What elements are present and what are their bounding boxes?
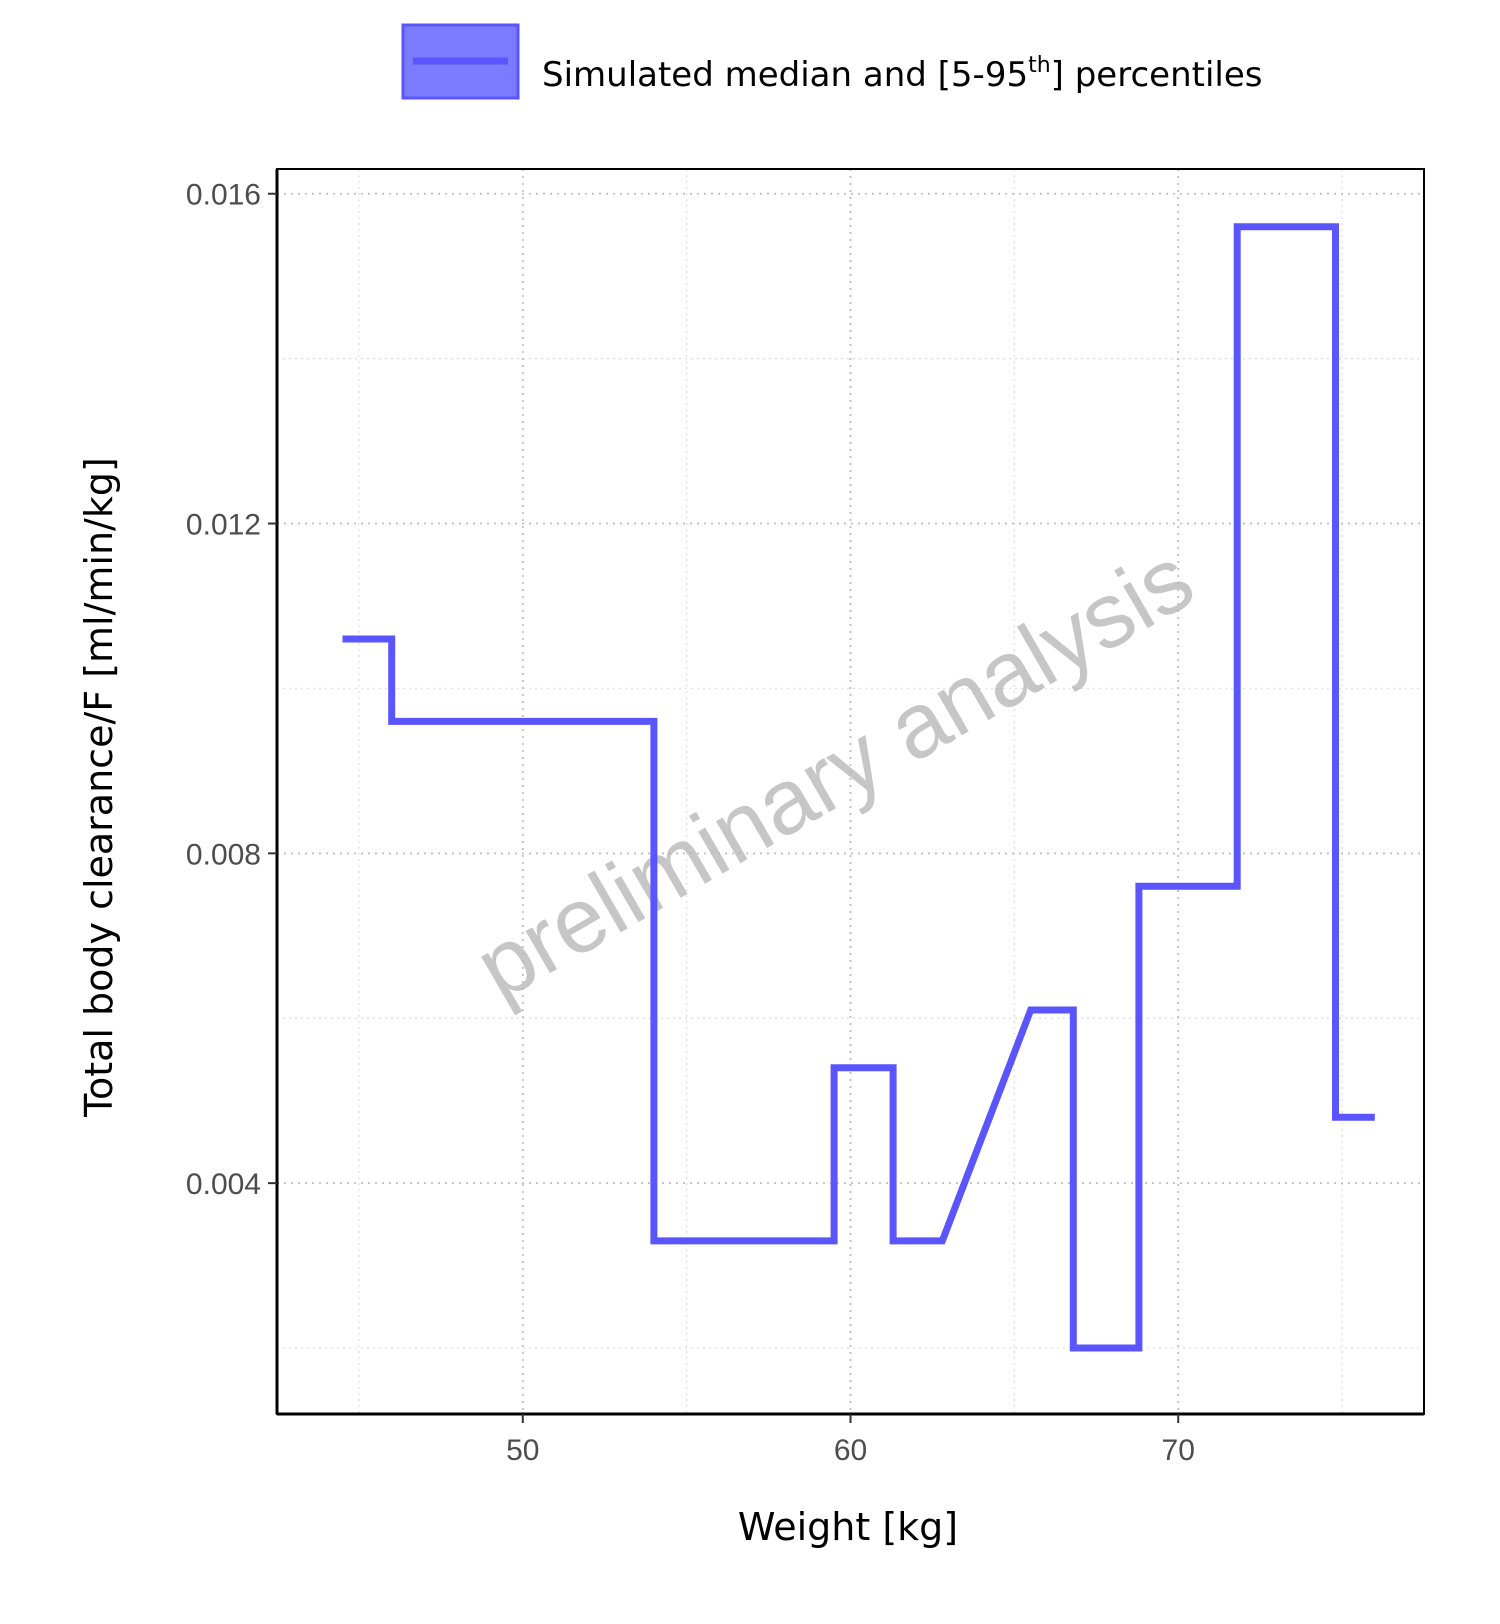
- y-axis-title: Total body clearance/F [ml/min/kg]: [77, 457, 121, 1118]
- y-tick-label: 0.016: [186, 179, 261, 212]
- grid: [277, 169, 1424, 1414]
- x-tick-label: 50: [506, 1434, 539, 1467]
- y-tick-label: 0.008: [186, 838, 261, 871]
- y-tick-label: 0.004: [186, 1168, 261, 1201]
- x-axis-title: Weight [kg]: [738, 1505, 958, 1549]
- series-line: [342, 223, 1375, 1352]
- y-tick-label: 0.012: [186, 509, 261, 542]
- watermark: preliminary analysis: [459, 527, 1210, 1019]
- axes: 50 60 70 0.004 0.008 0.012 0.016: [186, 168, 1425, 1467]
- legend-label: Simulated median and [5-95th] percentile…: [542, 53, 1262, 95]
- legend: Simulated median and [5-95th] percentile…: [401, 23, 1262, 100]
- x-tick-label: 70: [1162, 1434, 1195, 1467]
- x-tick-label: 60: [834, 1434, 867, 1467]
